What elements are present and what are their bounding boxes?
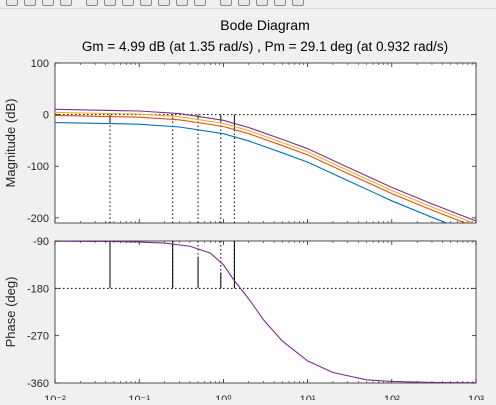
magnitude-margin-markers	[109, 114, 235, 223]
x-tick-label: 10³	[468, 394, 484, 400]
magnitude-tick-label: 0	[43, 110, 49, 122]
phase-series	[54, 240, 477, 384]
phase-tick-label: -180	[27, 283, 49, 295]
data-cursor-icon[interactable]	[176, 0, 188, 6]
phase-tick-label: -270	[27, 331, 49, 343]
save-icon[interactable]	[42, 0, 54, 6]
x-tick-label: 10¹	[300, 394, 316, 400]
rotate-icon[interactable]	[158, 0, 170, 6]
x-tick-label: 10²	[384, 394, 400, 400]
magnitude-axis-label: Magnitude (dB)	[3, 99, 18, 188]
arrow-icon[interactable]	[86, 0, 98, 6]
phase-tick-label: -360	[27, 378, 49, 390]
figure-toolbar	[0, 0, 496, 9]
magnitude-tick-label: -100	[27, 161, 49, 173]
colorbar-icon[interactable]	[238, 0, 250, 6]
magnitude-tick-label: 100	[31, 58, 49, 70]
chart-title: Bode Diagram	[220, 17, 310, 33]
figure-canvas: Bode Diagram Gm = 4.99 dB (at 1.35 rad/s…	[0, 9, 496, 405]
magnitude-tick-label: -200	[27, 213, 49, 225]
x-tick-label: 10⁰	[215, 394, 232, 400]
magnitude-series-4	[55, 108, 476, 222]
phase-tick-label: -90	[33, 236, 49, 248]
phase-ticks: -90 -180 -270 -360	[27, 236, 476, 390]
legend-icon[interactable]	[256, 0, 268, 6]
magnitude-series-2	[55, 114, 467, 223]
show-plot-tools-icon[interactable]	[292, 0, 304, 6]
bode-chart: Bode Diagram Gm = 4.99 dB (at 1.35 rad/s…	[3, 17, 484, 405]
magnitude-series-3	[55, 111, 475, 223]
phase-axes	[54, 240, 477, 384]
zoom-out-icon[interactable]	[122, 0, 134, 6]
link-icon[interactable]	[220, 0, 232, 6]
new-figure-icon[interactable]	[6, 0, 18, 6]
x-tick-label: 10⁻¹	[128, 394, 150, 400]
phase-axis-label: Phase (deg)	[3, 277, 18, 348]
x-tick-label: 10⁻²	[44, 394, 66, 400]
brush-icon[interactable]	[194, 0, 206, 6]
magnitude-series	[55, 108, 476, 223]
zoom-in-icon[interactable]	[104, 0, 116, 6]
magnitude-series-1	[55, 122, 449, 223]
chart-subtitle: Gm = 4.99 dB (at 1.35 rad/s) , Pm = 29.1…	[82, 39, 448, 54]
hide-plot-tools-icon[interactable]	[274, 0, 286, 6]
magnitude-ticks: 100 0 -100 -200	[27, 58, 476, 225]
print-icon[interactable]	[60, 0, 72, 6]
open-icon[interactable]	[24, 0, 36, 6]
phase-series-1	[54, 240, 477, 384]
pan-icon[interactable]	[140, 0, 152, 6]
